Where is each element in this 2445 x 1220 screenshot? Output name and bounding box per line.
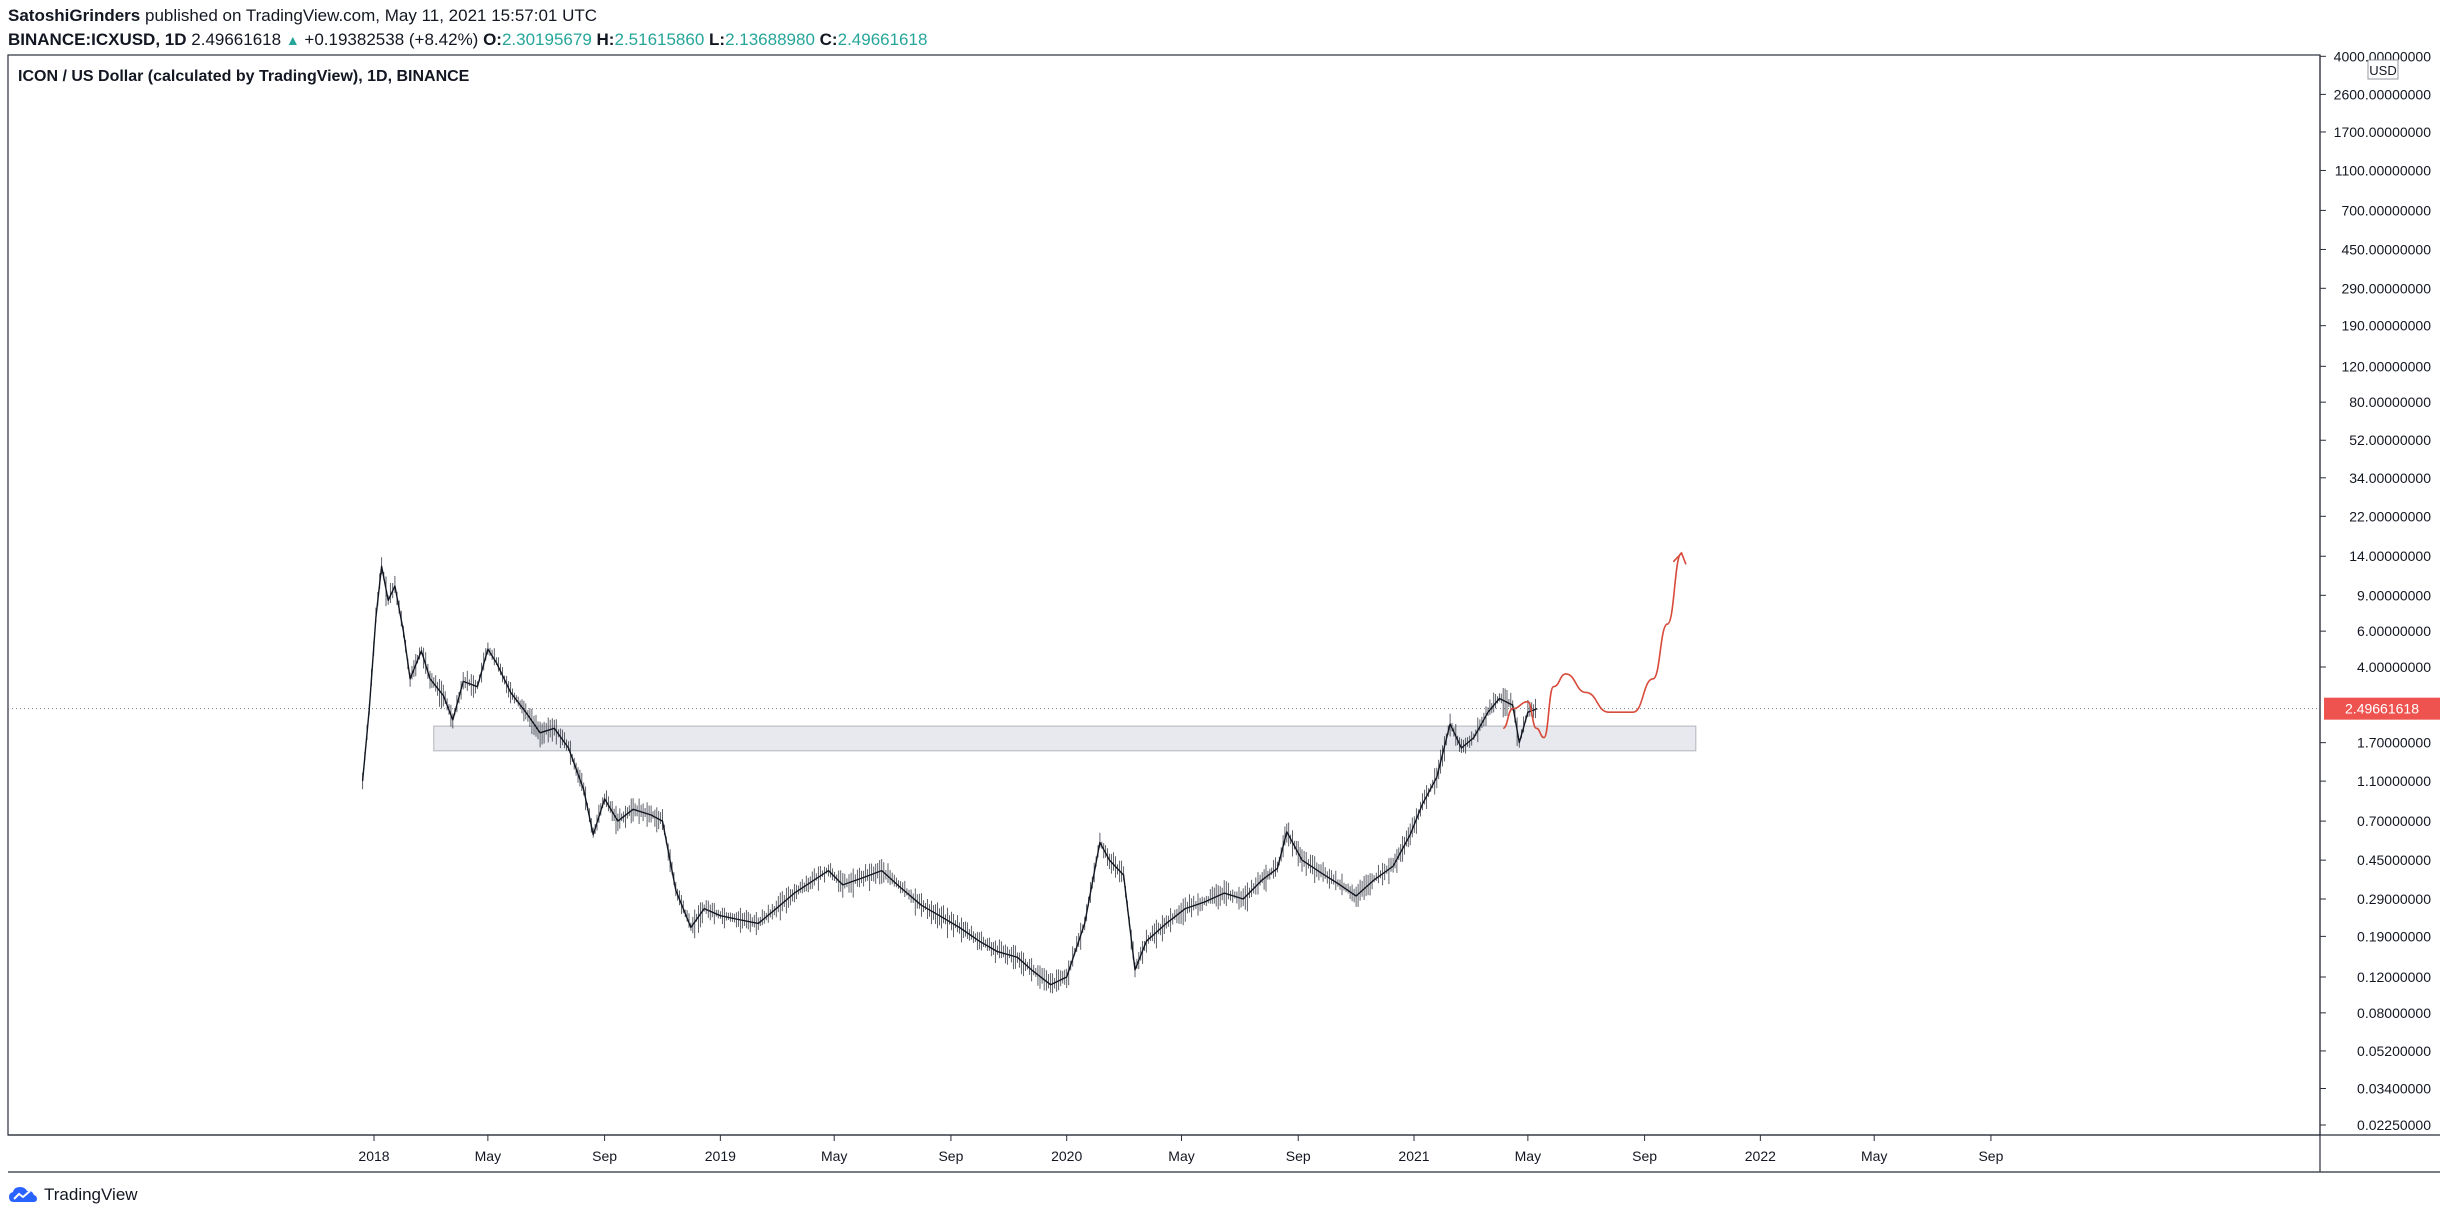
y-tick-label: 22.00000000 <box>2349 508 2431 524</box>
x-tick-label: Sep <box>1632 1148 1657 1164</box>
high-value: 2.51615860 <box>614 30 705 49</box>
x-tick-label: May <box>1515 1148 1541 1164</box>
x-tick-label: 2020 <box>1051 1148 1082 1164</box>
y-tick-label: 9.00000000 <box>2357 587 2431 603</box>
y-tick-label: 14.00000000 <box>2349 548 2431 564</box>
y-tick-label: 4.00000000 <box>2357 659 2431 675</box>
chart-header: SatoshiGrinders published on TradingView… <box>8 4 927 52</box>
x-tick-label: May <box>1861 1148 1887 1164</box>
x-tick-label: May <box>821 1148 847 1164</box>
price-change: +0.19382538 (+8.42%) <box>304 30 479 49</box>
x-tick-label: Sep <box>1978 1148 2003 1164</box>
y-tick-label: 0.70000000 <box>2357 813 2431 829</box>
tradingview-cloud-icon <box>9 1187 37 1202</box>
x-tick-label: 2022 <box>1745 1148 1776 1164</box>
publish-info: published on TradingView.com, May 11, 20… <box>145 6 598 25</box>
open-value: 2.30195679 <box>501 30 592 49</box>
x-tick-label: May <box>1168 1148 1194 1164</box>
author-name[interactable]: SatoshiGrinders <box>8 6 141 25</box>
y-tick-label: 700.00000000 <box>2341 202 2431 218</box>
y-tick-label: 52.00000000 <box>2349 432 2431 448</box>
x-tick-label: May <box>475 1148 501 1164</box>
y-tick-label: 290.00000000 <box>2341 280 2431 296</box>
open-label: O: <box>483 30 502 49</box>
y-tick-label: 0.05200000 <box>2357 1043 2431 1059</box>
ohlc-line: BINANCE:ICXUSD, 1D 2.49661618 ▲ +0.19382… <box>8 28 927 52</box>
last-price: 2.49661618 <box>191 30 282 49</box>
y-tick-label: 0.03400000 <box>2357 1080 2431 1096</box>
x-tick-label: Sep <box>1286 1148 1311 1164</box>
brand-name: TradingView <box>44 1185 138 1204</box>
close-label: C: <box>819 30 838 49</box>
high-label: H: <box>596 30 615 49</box>
price-scale[interactable]: 4000.00000000 2600.00000000 1700.00000000 1… <box>2320 48 2440 1133</box>
y-tick-label: 34.00000000 <box>2349 470 2431 486</box>
x-tick-label: Sep <box>938 1148 963 1164</box>
x-tick-label: 2021 <box>1398 1148 1429 1164</box>
y-tick-label: 0.02250000 <box>2357 1117 2431 1133</box>
x-tick-label: 2018 <box>358 1148 389 1164</box>
x-tick-label: Sep <box>592 1148 617 1164</box>
y-tick-label: 190.00000000 <box>2341 318 2431 334</box>
y-tick-label: 1.10000000 <box>2357 773 2431 789</box>
y-tick-label: 1100.00000000 <box>2335 162 2431 178</box>
y-tick-label: 0.45000000 <box>2357 852 2431 868</box>
y-tick-label: 0.08000000 <box>2357 1005 2431 1021</box>
low-value: 2.13688980 <box>725 30 815 49</box>
y-tick-label: 6.00000000 <box>2357 623 2431 639</box>
y-tick-label: 4000.00000000 <box>2334 48 2432 64</box>
y-tick-label: 1.70000000 <box>2357 735 2431 751</box>
x-tick-label: 2019 <box>705 1148 736 1164</box>
footer-brand[interactable]: TradingView <box>8 1185 138 1205</box>
chart-title: ICON / US Dollar (calculated by TradingV… <box>18 68 470 85</box>
plot-frame <box>7 54 2321 1136</box>
y-tick-label: 80.00000000 <box>2349 394 2431 410</box>
currency-label: USD <box>2369 63 2396 78</box>
time-scale[interactable]: 2018 May Sep 2019 May Sep 2020 May Sep 2021 May Sep… <box>358 1135 2004 1164</box>
y-tick-label: 1700.00000000 <box>2334 124 2432 140</box>
y-tick-label: 120.00000000 <box>2341 358 2431 374</box>
low-label: L: <box>709 30 726 49</box>
projection-path <box>1502 552 1683 739</box>
last-price-tag <box>2324 697 2440 720</box>
support-zone <box>433 725 1697 752</box>
publish-line: SatoshiGrinders published on TradingView… <box>8 4 927 28</box>
y-tick-label: 0.19000000 <box>2357 928 2431 944</box>
y-tick-label: 0.29000000 <box>2357 891 2431 907</box>
currency-box <box>2367 59 2399 80</box>
projection-layer <box>1502 551 1687 739</box>
price-series-layer <box>361 557 1538 994</box>
symbol-label: BINANCE:ICXUSD, 1D <box>8 30 187 49</box>
projection-arrowhead <box>1672 551 1687 565</box>
y-tick-label: 450.00000000 <box>2341 241 2431 257</box>
y-tick-label: 0.12000000 <box>2357 969 2431 985</box>
price-series-line <box>361 565 1538 986</box>
support-zone-layer <box>433 725 1697 752</box>
close-value: 2.49661618 <box>837 30 928 49</box>
up-arrow-icon: ▲ <box>285 32 300 48</box>
last-price-tag-label: 2.49661618 <box>2345 701 2419 717</box>
y-tick-label: 2600.00000000 <box>2334 86 2432 102</box>
